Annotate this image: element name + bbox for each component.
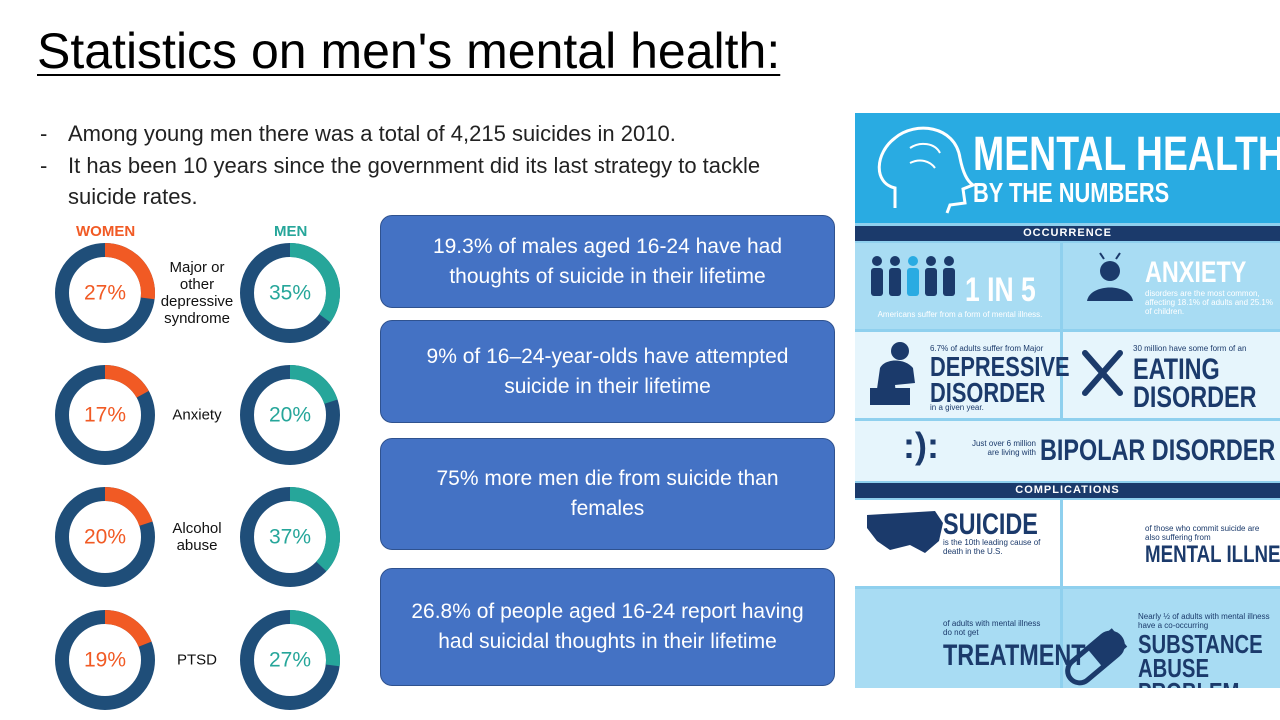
infographic-title: MENTAL HEALTH <box>973 128 1280 181</box>
stat-text: of those who commit suicide are also suf… <box>1145 524 1260 542</box>
fact-box: 19.3% of males aged 16-24 have had thoug… <box>380 215 835 308</box>
stat-heading: TREATMENT <box>943 639 1086 672</box>
donut-segment <box>289 487 340 572</box>
donut-label: 19% <box>84 649 126 672</box>
slide-title: Statistics on men's mental health: <box>37 23 781 79</box>
stat-heading: DEPRESSIVE DISORDER <box>930 351 1070 408</box>
section-band: OCCURRENCE <box>855 226 1280 241</box>
women-header: WOMEN <box>76 223 136 240</box>
depressed-icon <box>870 342 915 405</box>
condition-label: Alcohol abuse <box>172 520 222 554</box>
stat-text: Just over 6 million are living with <box>971 439 1036 457</box>
stat-heading: SUICIDE <box>943 508 1038 541</box>
stat-text: disorders are the most common, affecting… <box>1145 289 1273 316</box>
stat-text: Americans suffer from a form of mental i… <box>877 310 1043 319</box>
panel <box>855 421 1280 481</box>
section-band: COMPLICATIONS <box>855 483 1280 498</box>
condition-label: Anxiety <box>172 406 222 424</box>
stat-heading: MENTAL ILLNESS <box>1145 541 1280 568</box>
donut-label: 20% <box>84 526 126 549</box>
panel <box>1063 500 1280 586</box>
donut-segment <box>289 610 340 667</box>
bullet-marker: - <box>40 121 48 146</box>
donut-label: 17% <box>84 404 126 427</box>
stat-heading: 1 IN 5 <box>965 271 1036 309</box>
donut-label: 27% <box>269 649 311 672</box>
donut-segment <box>104 610 152 648</box>
donut-segment <box>289 243 340 323</box>
utensils-icon <box>1082 350 1123 396</box>
stat-heading: BIPOLAR DISORDER <box>1040 434 1276 467</box>
infographic: MENTAL HEALTH BY THE NUMBERS OCCURRENCE … <box>855 113 1280 688</box>
usa-map-icon <box>867 511 943 553</box>
stat-heading: EATING DISORDER <box>1133 353 1257 414</box>
fact-box: 9% of 16–24-year-olds have attempted sui… <box>380 320 835 423</box>
anxiety-icon <box>1087 252 1133 301</box>
bullet: - Among young men there was a total of 4,… <box>40 118 780 149</box>
bullet: - It has been 10 years since the governme… <box>40 150 800 212</box>
stat-text: of adults with mental illness do not get <box>943 619 1041 637</box>
panel <box>1063 243 1280 329</box>
donut-label: 20% <box>269 404 311 427</box>
brain-icon <box>877 126 977 214</box>
donut-label: 37% <box>269 526 311 549</box>
stat-text: 30 million have some form of an <box>1133 344 1247 353</box>
stat-text: is the 10th leading cause of death in th… <box>943 538 1041 556</box>
condition-label: Major or other depressive syndrome <box>160 259 234 327</box>
stat-heading: ANXIETY <box>1145 256 1247 289</box>
panel <box>855 589 1060 688</box>
donut-segment <box>104 365 149 398</box>
men-header: MEN <box>274 223 308 240</box>
people-icons <box>871 256 955 296</box>
bipolar-icon: :): <box>903 425 939 466</box>
donut-label: 35% <box>269 282 311 305</box>
condition-label: PTSD <box>176 651 217 669</box>
fact-box: 75% more men die from suicide than femal… <box>380 438 835 550</box>
stat-text: Nearly ½ of adults with mental illness h… <box>1138 612 1270 630</box>
pill-icon <box>1065 628 1128 686</box>
donut-segment <box>289 365 338 405</box>
infographic-header <box>855 113 1280 223</box>
donut-segment <box>104 487 153 527</box>
bullet-text: Among young men there was a total of 4,2… <box>68 121 676 146</box>
donut-label: 27% <box>84 282 126 305</box>
bullet-text: It has been 10 years since the governmen… <box>68 153 761 209</box>
infographic-subtitle: BY THE NUMBERS <box>973 177 1170 208</box>
stat-text: 6.7% of adults suffer from Major <box>930 344 1044 353</box>
stat-text: in a given year. <box>930 403 984 412</box>
stat-heading: SUBSTANCE ABUSE PROBLEM <box>1138 629 1263 688</box>
bullet-marker: - <box>40 153 48 178</box>
fact-box: 26.8% of people aged 16-24 report having… <box>380 568 835 686</box>
infographic-icons <box>867 126 1133 686</box>
donut-segment <box>104 243 155 300</box>
